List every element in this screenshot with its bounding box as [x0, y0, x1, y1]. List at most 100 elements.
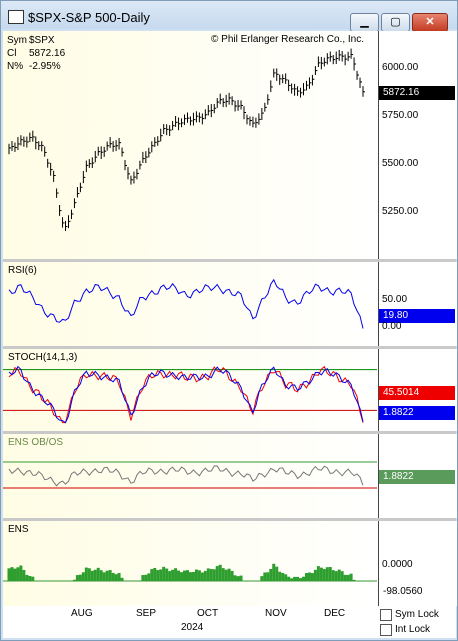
- chart-app-icon: [8, 10, 24, 24]
- ens-histogram-bar: [227, 568, 231, 581]
- close-icon: ✕: [425, 16, 435, 28]
- pane-divider[interactable]: [3, 518, 456, 521]
- ens-histogram-bar: [99, 570, 103, 581]
- ens-histogram-bar: [310, 573, 314, 581]
- stoch-plot[interactable]: STOCH(14,1,3): [3, 349, 377, 431]
- ens-histogram-bar: [31, 576, 35, 581]
- ens-histogram-bar: [296, 576, 300, 581]
- ens-histogram-bar: [177, 570, 181, 581]
- ens-histogram-bar: [266, 572, 270, 581]
- copyright-text: © Phil Erlanger Research Co., Inc.: [211, 34, 364, 45]
- year-label: 2024: [181, 622, 204, 633]
- ensob-pane[interactable]: ENS OB/OS 1.8822: [3, 434, 457, 518]
- ensob-line-svg: [3, 461, 377, 489]
- int-lock-label: Int Lock: [395, 624, 431, 635]
- ens-histogram-bar: [102, 572, 106, 581]
- ens-histogram-bar: [304, 573, 308, 581]
- ensob-scale[interactable]: 1.8822: [378, 434, 457, 518]
- ens-histogram-bar: [105, 570, 109, 581]
- ens-histogram-bar: [287, 576, 291, 581]
- ens-histogram-bar: [188, 572, 192, 581]
- ens-histogram-bar: [197, 570, 201, 581]
- ens-histogram-bar: [191, 571, 195, 581]
- rsi-line-svg: [8, 278, 364, 329]
- ens-histogram-bar: [10, 567, 14, 581]
- ens-histogram-bar: [236, 576, 240, 581]
- ens-histogram-bar: [281, 572, 285, 581]
- ens-histogram-bar: [81, 572, 85, 581]
- ens-histogram-bar: [7, 568, 11, 581]
- sym-lock-checkbox[interactable]: [380, 609, 392, 621]
- price-tick: 6000.00: [382, 62, 419, 73]
- ens-histogram-bar: [13, 568, 17, 581]
- rsi-scale[interactable]: 50.00 19.80 0.00: [378, 262, 457, 346]
- rsi-line: [8, 278, 364, 329]
- ens-histogram-bar: [16, 567, 20, 581]
- ens-histogram-bar: [263, 572, 267, 581]
- ens-histogram-bar: [290, 578, 294, 581]
- rsi-pane[interactable]: RSI(6) 50.00 19.80 0.00: [3, 262, 457, 346]
- pane-divider[interactable]: [3, 346, 456, 349]
- ens-histogram-bar: [108, 570, 112, 581]
- ens-histogram-bar: [171, 569, 175, 581]
- ens-histogram-bar: [230, 570, 234, 581]
- maximize-button[interactable]: ▢: [381, 13, 410, 32]
- ens-histogram-svg: [3, 563, 377, 582]
- rsi-value-box: 19.80: [379, 309, 455, 323]
- close-button[interactable]: ✕: [412, 13, 448, 32]
- title-bar[interactable]: $SPX-S&P 500-Daily ▁ ▢ ✕: [1, 1, 457, 32]
- rsi-label: RSI(6): [8, 265, 37, 276]
- price-plot[interactable]: Sym $SPX Cl 5872.16 N% -2.95% © Phil Erlang…: [3, 31, 377, 259]
- rsi-plot[interactable]: RSI(6): [3, 262, 377, 346]
- stoch-k-line: [8, 365, 364, 424]
- stoch-lines-svg: [3, 365, 377, 424]
- sym-label: Sym: [7, 35, 27, 46]
- int-lock-checkbox[interactable]: [380, 624, 392, 636]
- ens-histogram-bar: [209, 568, 213, 581]
- ens-scale[interactable]: 0.0000 -98.0560: [378, 521, 457, 606]
- ens-pane[interactable]: ENS 0.0000 -98.0560: [3, 521, 457, 606]
- ens-histogram-bar: [117, 572, 121, 581]
- ensob-label: ENS OB/OS: [8, 437, 64, 448]
- ensob-line: [8, 465, 364, 487]
- stoch-label: STOCH(14,1,3): [8, 352, 78, 363]
- ens-histogram-bar: [162, 566, 166, 581]
- ens-histogram-bar: [331, 570, 335, 581]
- minimize-button[interactable]: ▁: [350, 13, 379, 32]
- ens-histogram-bar: [120, 577, 124, 581]
- ens-histogram-bar: [93, 569, 97, 581]
- ens-histogram-bar: [22, 569, 26, 581]
- maximize-icon: ▢: [390, 16, 401, 28]
- stoch-d-box: 1.8822: [379, 406, 455, 420]
- stoch-pane[interactable]: STOCH(14,1,3) 45.5014 1.8822: [3, 349, 457, 431]
- ens-histogram-bar: [147, 573, 151, 581]
- change-value: -2.95%: [29, 61, 61, 72]
- ens-histogram-bar: [316, 566, 320, 581]
- month-label: AUG: [71, 608, 93, 619]
- ensob-plot[interactable]: ENS OB/OS: [3, 434, 377, 518]
- ens-histogram-bar: [340, 571, 344, 581]
- pane-divider[interactable]: [3, 431, 456, 434]
- rsi-tick: 0.00: [382, 321, 402, 332]
- rsi-tick: 50.00: [382, 294, 408, 305]
- sym-lock-label: Sym Lock: [395, 609, 439, 620]
- ens-plot[interactable]: ENS: [3, 521, 377, 606]
- ens-histogram-bar: [203, 570, 207, 581]
- price-scale[interactable]: 6000.00 5872.16 5750.00 5500.00 5250.00: [378, 31, 457, 259]
- stoch-scale[interactable]: 45.5014 1.8822: [378, 349, 457, 431]
- ens-histogram-bar: [293, 576, 297, 581]
- ens-histogram-bar: [275, 566, 279, 581]
- ens-histogram-bar: [313, 569, 317, 581]
- ens-histogram-bar: [218, 564, 222, 581]
- pane-divider[interactable]: [3, 259, 456, 262]
- price-pane[interactable]: Sym $SPX Cl 5872.16 N% -2.95% © Phil Erlang…: [3, 31, 457, 259]
- ens-histogram-bar: [150, 569, 154, 581]
- price-tick: 5500.00: [382, 158, 419, 169]
- ens-histogram-bar: [269, 569, 273, 581]
- ens-histogram-bar: [328, 567, 332, 581]
- month-label: DEC: [324, 608, 346, 619]
- ens-histogram-bar: [156, 570, 160, 581]
- ens-histogram-bar: [302, 576, 306, 581]
- stoch-k-box: 45.5014: [379, 386, 455, 400]
